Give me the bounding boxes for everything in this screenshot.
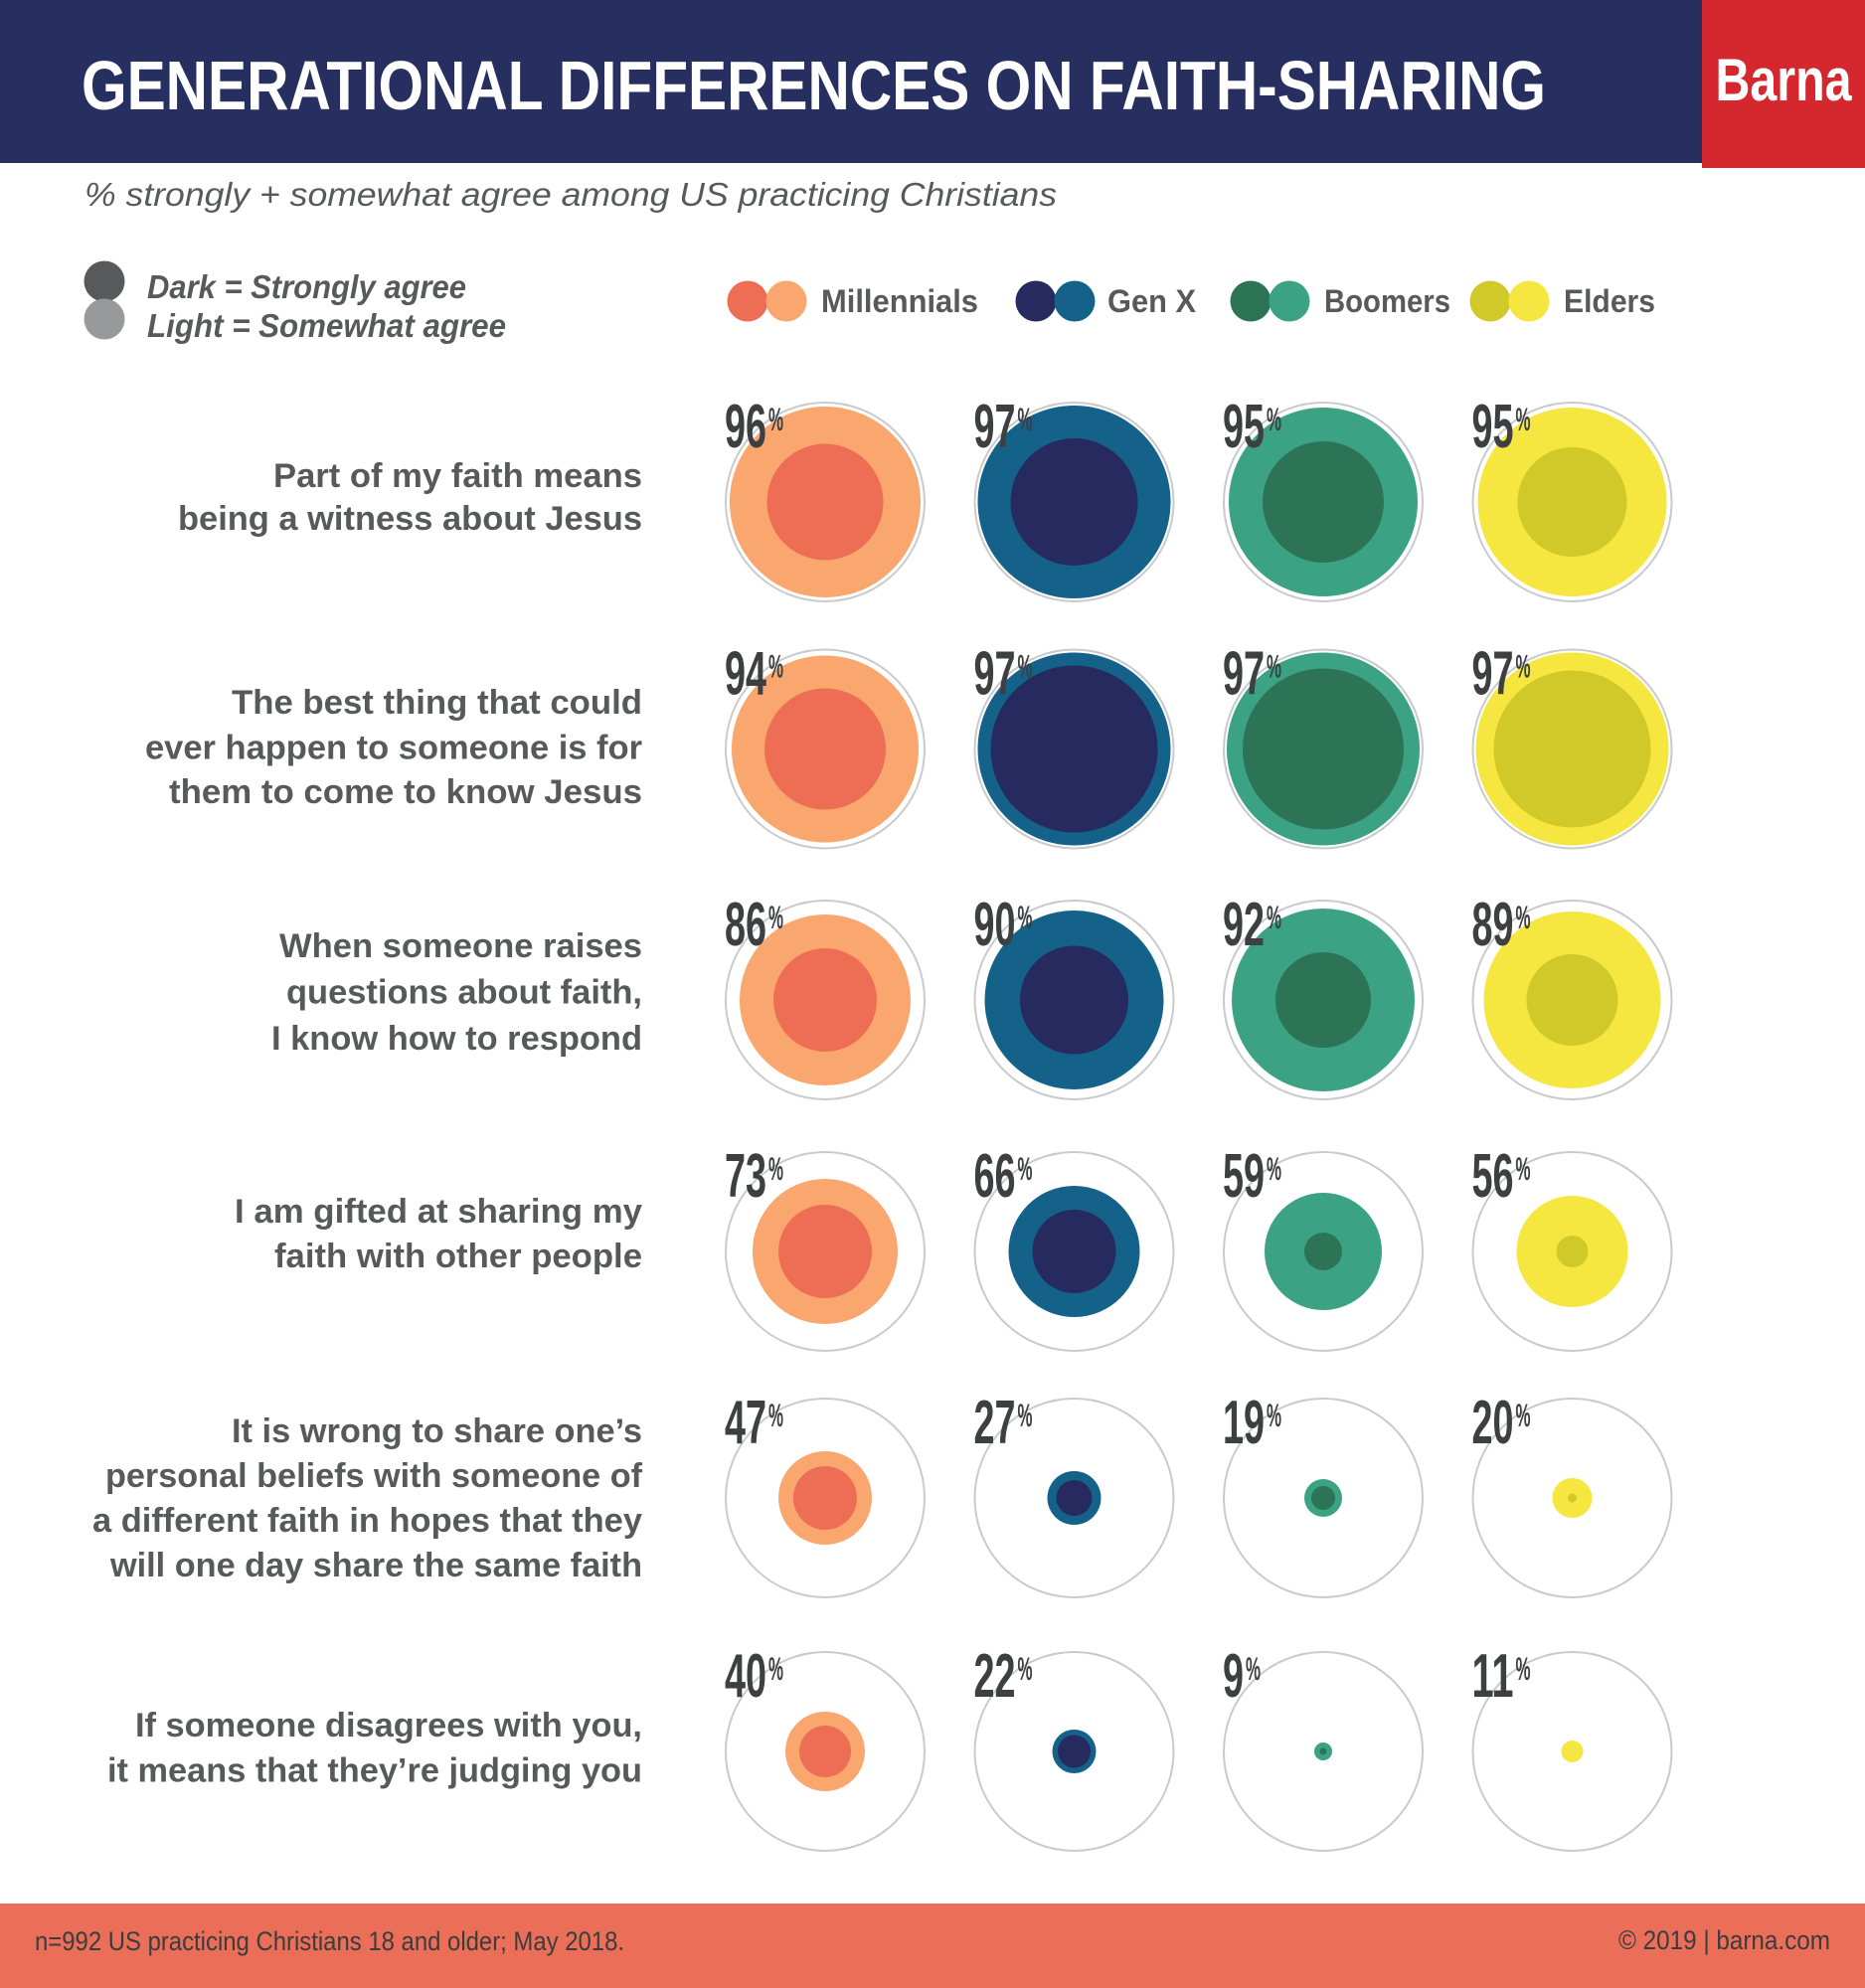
svg-text:will one day share the same fa: will one day share the same faith [109,1547,642,1584]
svg-text:97: 97 [1223,640,1265,709]
svg-text:40: 40 [725,1642,766,1711]
svg-text:The best thing that could: The best thing that could [232,684,642,722]
svg-text:%: % [1267,900,1281,935]
svg-text:Part of my faith means: Part of my faith means [273,457,642,495]
svg-text:11: 11 [1472,1642,1514,1711]
svg-text:ever happen to someone is for: ever happen to someone is for [145,730,642,767]
svg-text:%: % [1018,1651,1033,1687]
svg-text:59: 59 [1223,1142,1265,1211]
svg-text:%: % [1267,1151,1281,1187]
svg-text:97: 97 [974,640,1016,709]
svg-text:%: % [1516,900,1531,935]
svg-text:%: % [1018,402,1033,437]
svg-text:When someone raises: When someone raises [279,927,642,965]
svg-text:73: 73 [725,1142,766,1211]
svg-text:a different faith in hopes tha: a different faith in hopes that they [92,1502,642,1540]
svg-text:Millennials: Millennials [821,283,978,319]
svg-text:86: 86 [725,891,766,959]
svg-text:I am gifted at sharing my: I am gifted at sharing my [235,1193,642,1231]
svg-text:97: 97 [974,393,1016,461]
svg-text:%: % [1267,649,1281,685]
svg-text:%: % [1018,1398,1033,1433]
svg-text:Boomers: Boomers [1324,283,1450,319]
svg-text:%: % [1516,1151,1531,1187]
svg-text:90: 90 [974,891,1016,959]
svg-text:%: % [768,900,783,935]
svg-text:89: 89 [1472,891,1514,959]
svg-text:I know how to respond: I know how to respond [271,1020,642,1058]
svg-text:It is wrong to share one’s: It is wrong to share one’s [232,1412,642,1450]
svg-text:20: 20 [1472,1389,1514,1457]
svg-text:%: % [1018,1151,1033,1187]
svg-text:94: 94 [725,640,766,709]
svg-text:%: % [1516,1651,1531,1687]
svg-text:%: % [768,1151,783,1187]
svg-text:19: 19 [1223,1389,1265,1457]
svg-text:%: % [1267,1398,1281,1433]
svg-text:%: % [768,1651,783,1687]
svg-text:95: 95 [1223,393,1265,461]
svg-text:GENERATIONAL DIFFERENCES ON FA: GENERATIONAL DIFFERENCES ON FAITH-SHARIN… [82,47,1546,124]
svg-text:them to come to know Jesus: them to come to know Jesus [169,773,642,811]
svg-text:%: % [1516,649,1531,685]
svg-text:95: 95 [1472,393,1514,461]
svg-text:%: % [1018,649,1033,685]
svg-text:66: 66 [974,1142,1016,1211]
svg-text:Gen X: Gen X [1107,283,1197,319]
svg-text:%: % [1246,1651,1261,1687]
svg-text:%: % [768,1398,783,1433]
svg-text:If someone disagrees with you,: If someone disagrees with you, [135,1707,642,1744]
svg-text:personal beliefs with someone: personal beliefs with someone of [105,1457,643,1495]
svg-text:faith with other people: faith with other people [274,1238,642,1275]
svg-text:questions about faith,: questions about faith, [286,974,642,1012]
svg-text:© 2019 | barna.com: © 2019 | barna.com [1618,1925,1830,1955]
svg-text:%: % [768,402,783,437]
svg-text:%: % [1516,402,1531,437]
svg-text:%: % [1516,1398,1531,1433]
svg-text:it means that they’re judging: it means that they’re judging you [107,1752,642,1790]
svg-text:being a witness about Jesus: being a witness about Jesus [178,500,642,538]
svg-text:22: 22 [974,1642,1016,1711]
svg-text:97: 97 [1472,640,1514,709]
svg-text:92: 92 [1223,891,1265,959]
svg-text:Elders: Elders [1564,283,1655,319]
svg-text:%: % [1018,900,1033,935]
svg-text:47: 47 [725,1389,766,1457]
svg-text:Light = Somewhat agree: Light = Somewhat agree [147,307,506,344]
svg-text:27: 27 [974,1389,1016,1457]
svg-text:9: 9 [1223,1642,1244,1711]
svg-text:Barna: Barna [1716,47,1853,113]
svg-text:n=992 US practicing Christians: n=992 US practicing Christians 18 and ol… [35,1926,624,1956]
svg-text:56: 56 [1472,1142,1514,1211]
svg-text:% strongly + somewhat agree am: % strongly + somewhat agree among US pra… [85,176,1057,213]
svg-text:%: % [768,649,783,685]
svg-text:%: % [1267,402,1281,437]
svg-text:96: 96 [725,393,766,461]
svg-text:Dark = Strongly agree: Dark = Strongly agree [147,268,466,305]
